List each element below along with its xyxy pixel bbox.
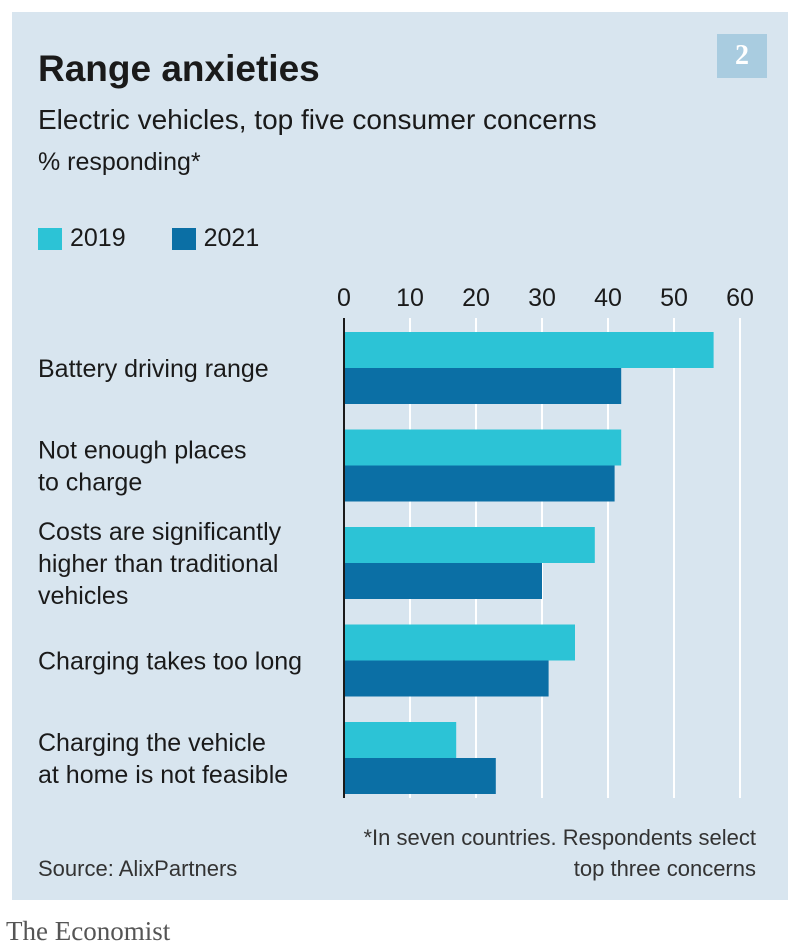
bar-2021 [344,465,615,502]
bar-2021 [344,368,622,404]
category-label: Costs are significantly higher than tradi… [38,518,282,610]
unit-label: % responding* [38,148,201,176]
bar-2019 [344,722,457,758]
legend-item-2021: 2021 [171,224,260,253]
x-tick-label: 60 [726,284,754,312]
chart-number-badge: 2 [717,34,767,78]
bar-2019 [344,624,575,661]
legend-label-2021: 2021 [203,224,260,252]
x-tick-label: 20 [462,284,490,312]
bar-2021 [344,660,549,697]
legend-swatch-2019 [38,227,62,250]
legend-swatch-2021 [171,227,196,250]
category-label: Charging the vehicle at home is not feasi… [38,729,288,789]
x-tick-label: 10 [396,284,424,312]
bar-2019 [344,429,622,466]
publisher-logo: The Economist [6,916,171,946]
category-label: Not enough places to charge [38,437,246,497]
chart-title: Range anxieties [38,48,320,89]
legend: 2019 2021 [38,224,305,253]
x-tick-label: 40 [594,284,622,312]
footnote: *In seven countries. Respondents select … [363,825,756,881]
x-tick-label: 50 [660,284,688,312]
category-label: Battery driving range [38,355,269,383]
bar-2021 [344,758,496,794]
bar-2021 [344,563,542,599]
category-label: Charging takes too long [38,648,302,676]
chart-subtitle: Electric vehicles, top five consumer con… [38,104,597,135]
legend-label-2019: 2019 [70,224,126,252]
bar-2019 [344,527,595,563]
source-note: Source: AlixPartners [38,856,238,881]
legend-item-2019: 2019 [38,224,126,253]
x-tick-label: 30 [528,284,556,312]
x-tick-label: 0 [337,284,351,312]
bar-2019 [344,332,714,368]
